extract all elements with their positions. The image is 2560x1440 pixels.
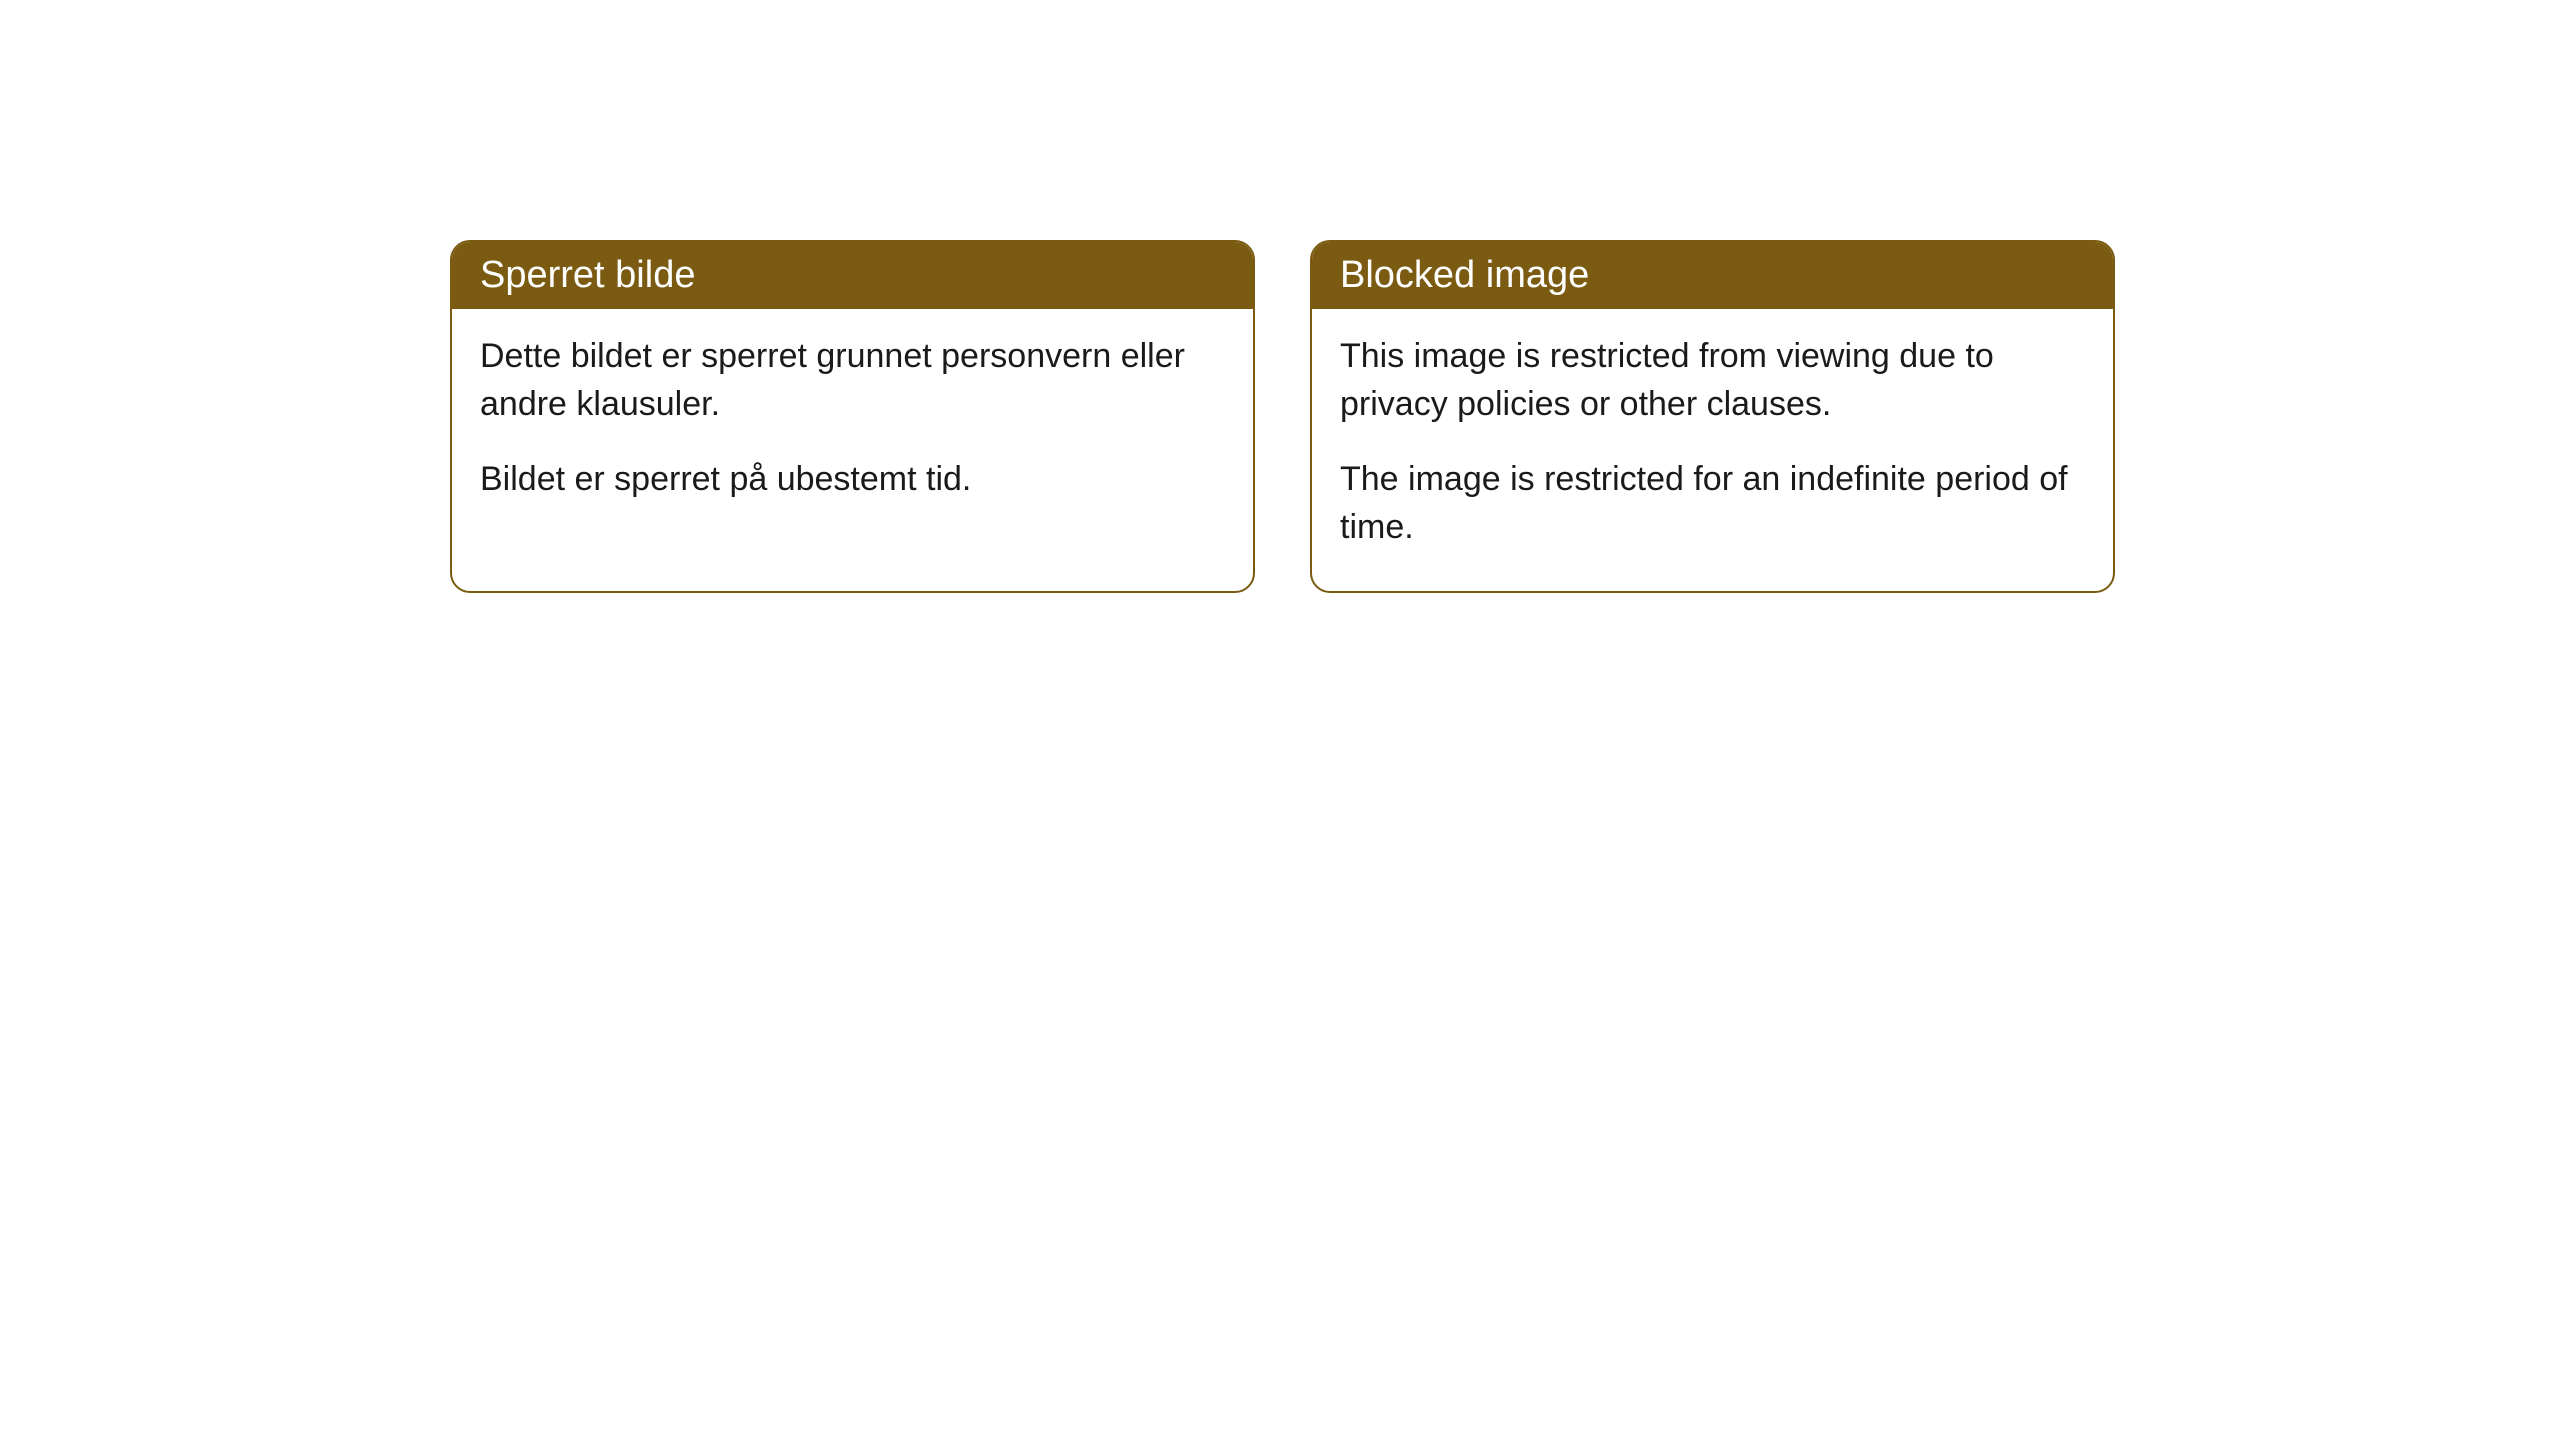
notice-cards-container: Sperret bilde Dette bildet er sperret gr… bbox=[450, 240, 2560, 593]
card-title: Sperret bilde bbox=[480, 254, 695, 296]
card-header-norwegian: Sperret bilde bbox=[452, 242, 1253, 309]
card-body-norwegian: Dette bildet er sperret grunnet personve… bbox=[452, 309, 1253, 544]
card-paragraph-1: This image is restricted from viewing du… bbox=[1340, 333, 2085, 428]
card-paragraph-2: Bildet er sperret på ubestemt tid. bbox=[480, 456, 1225, 504]
card-body-english: This image is restricted from viewing du… bbox=[1312, 309, 2113, 591]
notice-card-english: Blocked image This image is restricted f… bbox=[1310, 240, 2115, 593]
card-paragraph-1: Dette bildet er sperret grunnet personve… bbox=[480, 333, 1225, 428]
card-title: Blocked image bbox=[1340, 254, 1589, 296]
notice-card-norwegian: Sperret bilde Dette bildet er sperret gr… bbox=[450, 240, 1255, 593]
card-header-english: Blocked image bbox=[1312, 242, 2113, 309]
card-paragraph-2: The image is restricted for an indefinit… bbox=[1340, 456, 2085, 551]
